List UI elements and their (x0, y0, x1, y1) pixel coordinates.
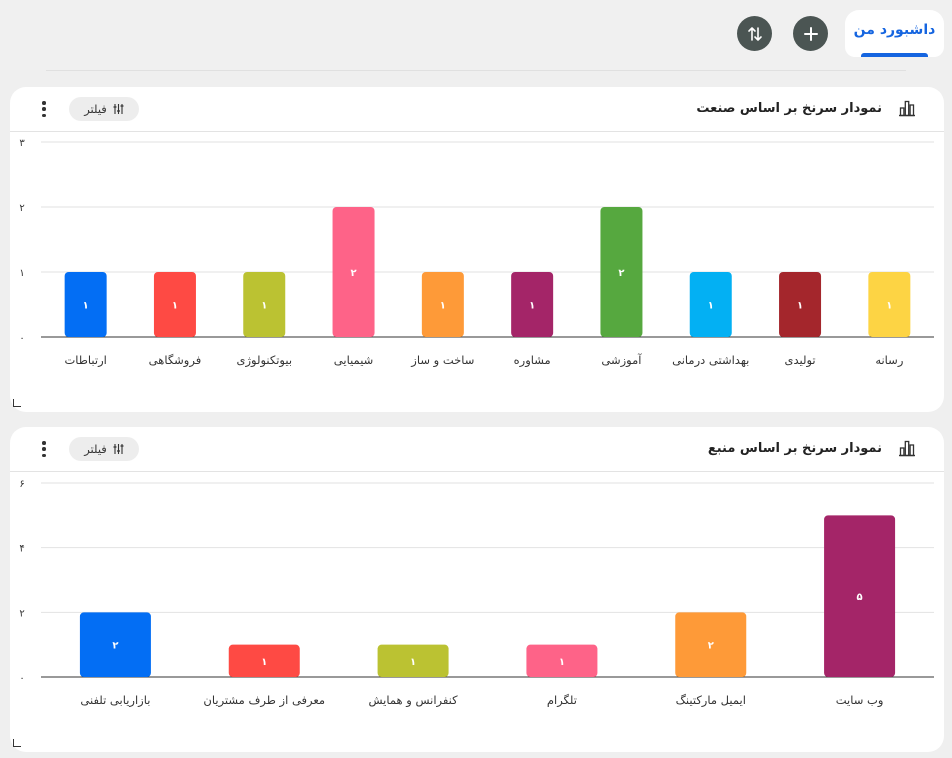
filter-label: فیلتر (84, 442, 107, 456)
divider (46, 70, 906, 71)
more-options-icon[interactable] (38, 439, 50, 459)
sort-button[interactable] (737, 16, 772, 51)
bar-value-label: ۲ (708, 641, 714, 652)
resize-handle-icon[interactable] (13, 739, 21, 747)
card-header: نمودار سرنخ بر اساس منبع فیلتر (10, 427, 944, 472)
bar-value-label: ۱ (529, 301, 535, 312)
bar-chart-icon (899, 440, 915, 457)
header-divider (10, 471, 944, 472)
y-tick-label: ۳ (19, 138, 25, 149)
y-tick-label: ۶ (19, 479, 24, 490)
tab-active-indicator (861, 53, 928, 57)
add-button[interactable] (793, 16, 828, 51)
source-bar-chart: ۰ ۲ ۴ ۶ ۵ وب سایت ۲ ایمیل مارکتینگ ۱ تلگرام ۱ کنفرا… (19, 479, 934, 708)
x-tick-label: بازاریابی تلفنی (80, 693, 150, 708)
bar[interactable] (526, 644, 598, 677)
filter-button[interactable]: فیلتر (69, 437, 139, 461)
bar-value-label: ۲ (350, 268, 356, 279)
y-tick-label: ۴ (19, 544, 24, 555)
x-tick-label: رسانه (875, 353, 903, 368)
x-tick-label: بهداشتی درمانی (672, 353, 749, 368)
x-tick-label: وب سایت (836, 693, 884, 708)
x-tick-label: تولیدی (784, 353, 815, 368)
bar-value-label: ۵ (857, 592, 863, 603)
bar[interactable] (824, 515, 896, 677)
x-tick-label: ساخت و ساز (410, 353, 474, 368)
bar[interactable] (243, 272, 286, 337)
bar-value-label: ۱ (708, 301, 714, 312)
y-tick-label: ۰ (19, 673, 24, 684)
header-divider (10, 131, 944, 132)
bar-value-label: ۲ (618, 268, 624, 279)
bar-chart-icon (899, 100, 915, 117)
bar[interactable] (153, 272, 196, 337)
x-tick-label: بیوتکنولوژی (236, 353, 292, 368)
x-tick-label: ایمیل مارکتینگ (676, 693, 746, 708)
plus-icon (803, 26, 818, 41)
x-tick-label: ارتباطات (64, 353, 106, 368)
bar-value-label: ۱ (440, 301, 446, 312)
bar[interactable] (64, 272, 107, 337)
x-tick-label: کنفرانس و همایش (369, 693, 459, 708)
bar[interactable] (675, 612, 747, 677)
bar[interactable] (511, 272, 554, 337)
y-tick-label: ۱ (19, 268, 24, 279)
bar[interactable] (779, 272, 822, 337)
bar[interactable] (377, 644, 449, 677)
x-tick-label: فروشگاهی (149, 353, 202, 368)
x-tick-label: تلگرام (547, 693, 577, 708)
sliders-icon (113, 444, 124, 454)
card-title: نمودار سرنخ بر اساس منبع (707, 441, 882, 456)
industry-bar-chart: ۰ ۱ ۲ ۳ ۱ رسانه ۱ تولیدی ۱ بهداشتی درمانی ۲ آموزشی ۱… (19, 138, 934, 368)
bar-value-label: ۱ (261, 657, 267, 668)
industry-chart-card: نمودار سرنخ بر اساس صنعت فیلتر ۰ ۱ ۲ ۳ ۱ رسان… (10, 87, 944, 412)
resize-handle-icon[interactable] (13, 399, 21, 407)
filter-button[interactable]: فیلتر (69, 97, 139, 121)
x-tick-label: شیمیایی (334, 353, 374, 367)
top-bar: داشبورد من (0, 0, 952, 70)
y-tick-label: ۰ (19, 333, 24, 344)
y-tick-label: ۲ (19, 203, 24, 214)
swap-vertical-icon (747, 26, 762, 41)
tab-my-dashboard[interactable]: داشبورد من (845, 10, 944, 57)
bar-value-label: ۱ (797, 301, 803, 312)
bar[interactable] (79, 612, 151, 677)
bar[interactable] (228, 644, 300, 677)
source-chart-card: نمودار سرنخ بر اساس منبع فیلتر ۰ ۲ ۴ ۶ ۵ وب س… (10, 427, 944, 752)
x-tick-label: مشاوره (514, 353, 551, 368)
bar-value-label: ۱ (559, 657, 565, 668)
more-options-icon[interactable] (38, 99, 50, 119)
bar[interactable] (868, 272, 911, 337)
bar-value-label: ۲ (112, 641, 118, 652)
filter-label: فیلتر (84, 102, 107, 116)
x-tick-label: معرفی از طرف مشتریان (203, 693, 325, 708)
card-title: نمودار سرنخ بر اساس صنعت (696, 101, 882, 116)
bar[interactable] (332, 207, 375, 337)
y-tick-label: ۲ (19, 608, 24, 619)
bar[interactable] (421, 272, 464, 337)
bar-value-label: ۱ (172, 301, 178, 312)
card-header: نمودار سرنخ بر اساس صنعت فیلتر (10, 87, 944, 132)
x-tick-label: آموزشی (601, 353, 642, 368)
bar-value-label: ۱ (410, 657, 416, 668)
bar-value-label: ۱ (886, 301, 892, 312)
bar[interactable] (689, 272, 732, 337)
bar-value-label: ۱ (261, 301, 267, 312)
sliders-icon (113, 104, 124, 114)
bar[interactable] (600, 207, 643, 337)
tab-label: داشبورد من (853, 22, 936, 38)
bar-value-label: ۱ (83, 301, 89, 312)
